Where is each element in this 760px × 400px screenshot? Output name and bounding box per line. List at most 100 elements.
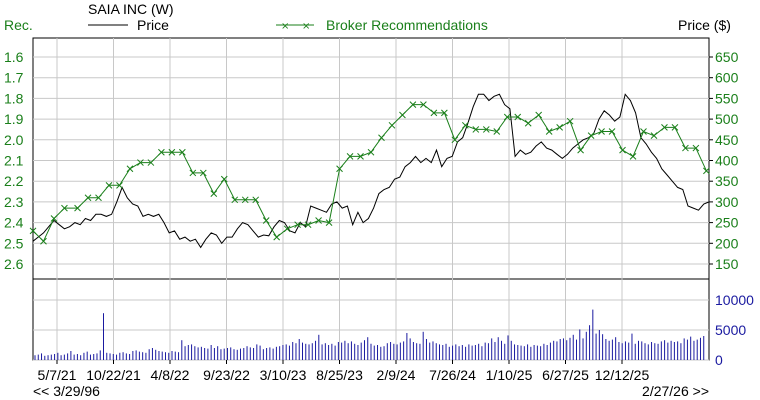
price-tick-label: 150	[715, 256, 739, 272]
broker-point	[671, 124, 679, 131]
volume-tick-label: 0	[715, 352, 723, 368]
broker-point	[294, 221, 301, 229]
broker-point	[262, 217, 270, 224]
volume-tick-label: 5000	[715, 322, 746, 338]
broker-point	[189, 169, 197, 177]
broker-point	[126, 165, 134, 173]
price-series	[32, 93, 710, 249]
broker-point	[220, 175, 228, 183]
broker-point	[587, 132, 595, 140]
broker-point	[84, 194, 92, 202]
price-tick-label: 300	[715, 194, 739, 210]
broker-point	[545, 128, 553, 135]
volume-tick-label: 10000	[715, 292, 754, 308]
rec-tick-label: 2.4	[4, 215, 24, 231]
rec-tick-label: 1.7	[4, 70, 24, 86]
gridlines	[33, 38, 709, 361]
x-tick-label: 7/26/24	[429, 367, 476, 383]
broker-point	[40, 237, 47, 245]
broker-point	[661, 124, 668, 131]
broker-point	[430, 109, 438, 117]
broker-point	[74, 204, 81, 212]
x-tick-label: 9/23/22	[203, 367, 250, 383]
broker-point	[451, 136, 459, 144]
broker-point	[367, 148, 375, 156]
broker-point	[158, 148, 165, 156]
broker-point	[199, 169, 207, 177]
broker-point	[472, 126, 480, 133]
broker-point	[566, 117, 574, 125]
price-axis-ticks: 650 600 550 500 450 400 350 300 250 200 150	[709, 49, 739, 272]
x-axis-ticks: 5/7/21 10/22/21 4/8/22 9/23/22 3/10/23 8/25/2…	[38, 360, 650, 383]
price-tick-label: 200	[715, 235, 739, 251]
range-end-link[interactable]: 2/27/26 >>	[642, 383, 709, 399]
broker-point	[608, 128, 616, 135]
broker-point	[619, 146, 626, 154]
broker-point	[210, 190, 218, 197]
broker-point	[147, 159, 155, 166]
x-tick-label: 6/27/25	[542, 367, 589, 383]
broker-point	[346, 153, 354, 160]
broker-point	[357, 153, 364, 160]
broker-point	[482, 126, 490, 133]
broker-point	[577, 146, 584, 154]
broker-point	[61, 204, 68, 212]
rec-axis-ticks: 1.6 1.7 1.8 1.9 2.0 2.1 2.2 2.3 2.4 2.5 2.6	[4, 49, 24, 272]
broker-point	[524, 119, 532, 127]
rec-tick-label: 2.0	[4, 132, 24, 148]
broker-point	[315, 217, 322, 224]
broker-point	[137, 159, 144, 166]
broker-point	[283, 225, 291, 233]
rec-axis-title: Rec.	[4, 17, 33, 33]
x-tick-label: 12/12/25	[595, 367, 650, 383]
company-name: SAIA INC (W)	[88, 1, 174, 17]
broker-point	[629, 153, 637, 160]
rec-tick-label: 1.8	[4, 90, 24, 106]
x-tick-label: 1/10/25	[486, 367, 533, 383]
rec-tick-label: 1.6	[4, 49, 24, 65]
rec-tick-label: 1.9	[4, 111, 24, 127]
broker-point	[703, 167, 710, 175]
broker-point	[503, 113, 511, 121]
price-line	[32, 93, 710, 249]
broker-point	[168, 148, 176, 156]
price-tick-label: 550	[715, 90, 739, 106]
broker-point	[231, 196, 239, 204]
price-tick-label: 450	[715, 132, 739, 148]
rec-tick-label: 2.2	[4, 173, 24, 189]
broker-point	[650, 132, 658, 140]
volume-axis-ticks: 10000 5000 0	[715, 292, 754, 368]
broker-point	[95, 194, 102, 202]
broker-point	[241, 196, 249, 204]
broker-point	[50, 215, 58, 222]
price-tick-label: 650	[715, 49, 739, 65]
range-start-link[interactable]: << 3/29/96	[33, 383, 100, 399]
broker-point	[29, 227, 37, 235]
broker-point	[378, 134, 385, 142]
broker-point	[304, 221, 312, 229]
broker-legend-label: Broker Recommendations	[326, 17, 488, 33]
price-tick-label: 500	[715, 111, 739, 127]
broker-point	[399, 111, 406, 119]
broker-point	[409, 101, 417, 108]
broker-point	[535, 111, 543, 119]
broker-point	[441, 109, 448, 117]
broker-point	[556, 124, 564, 131]
broker-point	[273, 233, 281, 241]
broker-point	[336, 165, 343, 173]
x-tick-label: 5/7/21	[38, 367, 77, 383]
broker-point	[598, 128, 605, 135]
volume-bars	[34, 309, 705, 360]
price-tick-label: 600	[715, 70, 739, 86]
x-tick-label: 2/9/24	[377, 367, 416, 383]
broker-point	[682, 144, 689, 152]
rec-tick-label: 2.5	[4, 235, 24, 251]
price-tick-label: 350	[715, 173, 739, 189]
svg-text:×: ×	[281, 21, 289, 32]
x-tick-label: 10/22/21	[86, 367, 141, 383]
x-tick-label: 8/25/23	[316, 367, 363, 383]
rec-tick-label: 2.1	[4, 153, 24, 169]
rec-tick-label: 2.3	[4, 194, 24, 210]
x-tick-label: 4/8/22	[151, 367, 190, 383]
